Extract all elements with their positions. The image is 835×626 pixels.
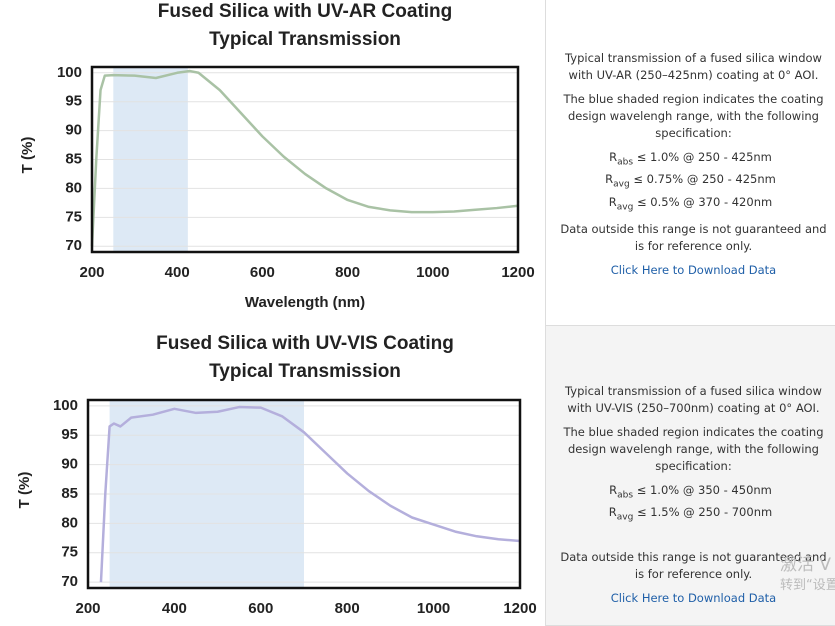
chart-subtitle: Typical Transmission bbox=[209, 29, 401, 50]
spec-subscript: avg bbox=[613, 179, 630, 190]
info-panel: Typical transmission of a fused silica w… bbox=[545, 326, 835, 626]
y-tick-label: 100 bbox=[53, 397, 78, 414]
spec-symbol: R bbox=[609, 150, 618, 164]
y-tick-label: 80 bbox=[65, 179, 82, 196]
spec: Rabs ≤ 1.0% @ 250 - 425nm bbox=[546, 149, 835, 171]
y-tick-label: 95 bbox=[65, 93, 82, 110]
spec-list: Rabs ≤ 1.0% @ 350 - 450nm Ravg ≤ 1.5% @ 2… bbox=[546, 482, 835, 527]
chart-title: Fused Silica with UV-VIS Coating bbox=[156, 333, 454, 354]
spec-text: ≤ 1.5% @ 250 - 700nm bbox=[633, 505, 773, 520]
chart: Fused Silica with UV-AR Coating Typical T… bbox=[19, 1, 535, 311]
info-panel: Typical transmission of a fused silica w… bbox=[545, 0, 835, 326]
y-tick-label: 90 bbox=[65, 122, 82, 139]
spec-subscript: avg bbox=[616, 201, 634, 212]
link-row: Click Here to Download Data bbox=[546, 590, 835, 607]
y-tick-label: 85 bbox=[61, 485, 78, 502]
watermark: 激活 V bbox=[780, 555, 832, 575]
download-link[interactable]: Click Here to Download Data bbox=[610, 590, 777, 605]
spec: Rabs ≤ 1.0% @ 350 - 450nm bbox=[546, 482, 835, 504]
spec-symbol: R bbox=[605, 172, 614, 187]
x-tick-label: 200 bbox=[75, 600, 100, 617]
chart: Fused Silica with UV-VIS Coating Typical … bbox=[16, 333, 537, 617]
x-tick-label: 1200 bbox=[501, 264, 534, 281]
spec-symbol: R bbox=[608, 505, 617, 520]
x-tick-label: 1000 bbox=[417, 600, 450, 617]
link-row: Click Here to Download Data bbox=[546, 262, 835, 279]
x-tick-label: 600 bbox=[248, 600, 273, 617]
chart-subtitle: Typical Transmission bbox=[209, 361, 401, 382]
spec: Ravg ≤ 0.5% @ 370 - 420nm bbox=[546, 194, 835, 216]
spec: Ravg ≤ 1.5% @ 250 - 700nm bbox=[546, 504, 835, 526]
y-tick-label: 100 bbox=[57, 64, 82, 81]
y-tick-label: 85 bbox=[65, 150, 82, 167]
chart-title: Fused Silica with UV-AR Coating bbox=[158, 1, 453, 22]
disclaimer: Data outside this range is not guarantee… bbox=[560, 221, 827, 253]
spec-subscript: abs bbox=[617, 157, 634, 168]
y-tick-label: 90 bbox=[61, 456, 78, 473]
x-tick-label: 600 bbox=[250, 264, 275, 281]
x-tick-label: 200 bbox=[79, 264, 104, 281]
spec-text: ≤ 1.0% @ 350 - 450nm bbox=[633, 483, 772, 497]
note: The blue shaded region indicates the coa… bbox=[563, 92, 824, 140]
description: Typical transmission of a fused silica w… bbox=[565, 384, 822, 415]
y-tick-label: 95 bbox=[61, 426, 78, 443]
spec: Ravg ≤ 0.75% @ 250 - 425nm bbox=[546, 171, 835, 193]
spec-text: ≤ 0.75% @ 250 - 425nm bbox=[629, 172, 776, 187]
x-tick-label: 800 bbox=[335, 600, 360, 617]
watermark: 转到“设置 bbox=[780, 578, 835, 593]
spec-symbol: R bbox=[608, 194, 617, 209]
y-tick-label: 75 bbox=[65, 208, 82, 225]
series-line bbox=[90, 69, 519, 247]
spec-symbol: R bbox=[609, 483, 618, 497]
x-tick-label: 1200 bbox=[503, 600, 536, 617]
x-axis-label: Wavelength (nm) bbox=[245, 294, 365, 311]
x-tick-label: 400 bbox=[162, 600, 187, 617]
download-link[interactable]: Click Here to Download Data bbox=[610, 262, 777, 277]
y-tick-label: 75 bbox=[61, 544, 78, 561]
plot-frame bbox=[86, 398, 522, 590]
description: Typical transmission of a fused silica w… bbox=[565, 51, 822, 82]
y-tick-label: 80 bbox=[61, 514, 78, 531]
note: The blue shaded region indicates the coa… bbox=[563, 425, 824, 473]
y-axis-label: T (%) bbox=[19, 137, 36, 174]
spec-text: ≤ 0.5% @ 370 - 420nm bbox=[633, 194, 773, 209]
y-axis-label: T (%) bbox=[16, 472, 33, 509]
spec-subscript: avg bbox=[616, 512, 634, 523]
x-tick-label: 1000 bbox=[416, 264, 449, 281]
x-tick-label: 800 bbox=[335, 264, 360, 281]
disclaimer: Data outside this range is not guarantee… bbox=[560, 549, 827, 581]
plot-frame bbox=[90, 65, 520, 254]
series-line bbox=[99, 405, 521, 583]
spec-list: Rabs ≤ 1.0% @ 250 - 425nm Ravg ≤ 0.75% @ … bbox=[546, 149, 835, 216]
x-tick-label: 400 bbox=[165, 264, 190, 281]
y-tick-label: 70 bbox=[61, 573, 78, 590]
y-tick-label: 70 bbox=[65, 237, 82, 254]
spec-subscript: abs bbox=[617, 490, 634, 501]
spec-text: ≤ 1.0% @ 250 - 425nm bbox=[633, 150, 772, 164]
